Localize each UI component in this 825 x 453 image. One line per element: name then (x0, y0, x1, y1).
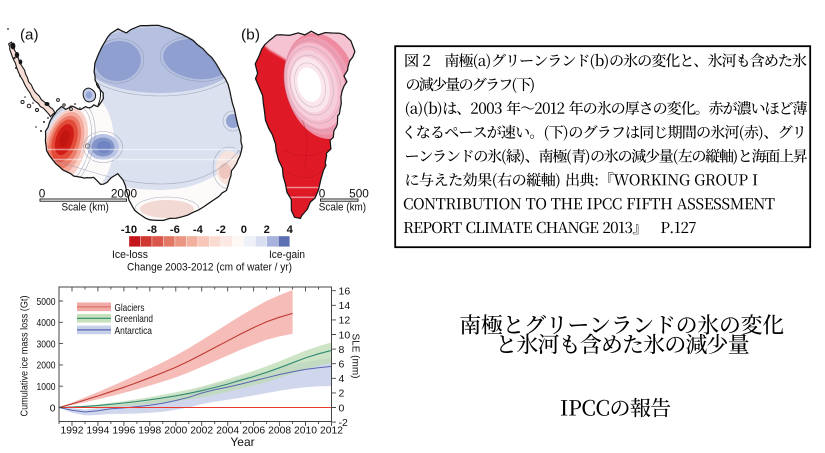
svg-text:3000: 3000 (37, 339, 56, 350)
svg-text:12: 12 (339, 315, 351, 327)
svg-text:0: 0 (319, 187, 326, 201)
svg-text:Year: Year (230, 435, 254, 449)
svg-text:5000: 5000 (37, 297, 56, 308)
svg-text:0: 0 (241, 224, 247, 236)
svg-text:Glaciers: Glaciers (115, 303, 145, 314)
svg-text:0: 0 (50, 403, 56, 414)
svg-text:16: 16 (339, 286, 351, 298)
svg-text:2000: 2000 (111, 187, 138, 201)
svg-text:(b): (b) (241, 27, 260, 44)
svg-text:1992: 1992 (61, 425, 84, 437)
svg-text:2010: 2010 (294, 425, 317, 437)
svg-text:-2: -2 (339, 417, 348, 429)
svg-text:1994: 1994 (86, 425, 109, 437)
svg-text:Greenland: Greenland (115, 314, 154, 325)
svg-text:1000: 1000 (37, 382, 56, 393)
svg-text:Change 2003-2012 (cm of water: Change 2003-2012 (cm of water / yr) (127, 262, 292, 274)
svg-text:2: 2 (339, 388, 345, 400)
svg-text:2012: 2012 (320, 425, 343, 437)
svg-text:-2: -2 (216, 224, 226, 236)
svg-text:1996: 1996 (112, 425, 135, 437)
svg-text:8: 8 (339, 344, 345, 356)
svg-text:0: 0 (39, 187, 46, 201)
svg-text:10: 10 (339, 329, 351, 341)
svg-text:-8: -8 (147, 224, 157, 236)
svg-text:4: 4 (287, 224, 294, 236)
svg-text:2008: 2008 (268, 425, 291, 437)
svg-text:4: 4 (339, 373, 345, 385)
svg-text:2000: 2000 (37, 361, 56, 372)
svg-text:2000: 2000 (164, 425, 187, 437)
svg-text:14: 14 (339, 300, 351, 312)
svg-text:Cumulative ice mass loss (Gt): Cumulative ice mass loss (Gt) (19, 296, 31, 417)
svg-text:Scale (km): Scale (km) (62, 202, 109, 214)
svg-text:2002: 2002 (190, 425, 213, 437)
svg-text:4000: 4000 (37, 318, 56, 329)
svg-text:Ice-gain: Ice-gain (269, 249, 305, 261)
svg-text:500: 500 (349, 187, 369, 201)
svg-text:0: 0 (339, 402, 345, 414)
svg-text:-4: -4 (193, 224, 204, 236)
svg-text:SLE (mm): SLE (mm) (350, 334, 362, 379)
svg-text:2006: 2006 (242, 425, 265, 437)
svg-text:-10: -10 (121, 224, 137, 236)
svg-text:2: 2 (264, 224, 270, 236)
svg-text:Antarctica: Antarctica (115, 326, 153, 337)
svg-text:2004: 2004 (216, 425, 239, 437)
svg-text:1998: 1998 (138, 425, 161, 437)
svg-text:6: 6 (339, 359, 345, 371)
svg-text:Scale (km): Scale (km) (319, 202, 366, 214)
svg-text:-6: -6 (170, 224, 180, 236)
svg-text:(a): (a) (20, 27, 39, 44)
svg-text:Ice-loss: Ice-loss (112, 249, 148, 261)
